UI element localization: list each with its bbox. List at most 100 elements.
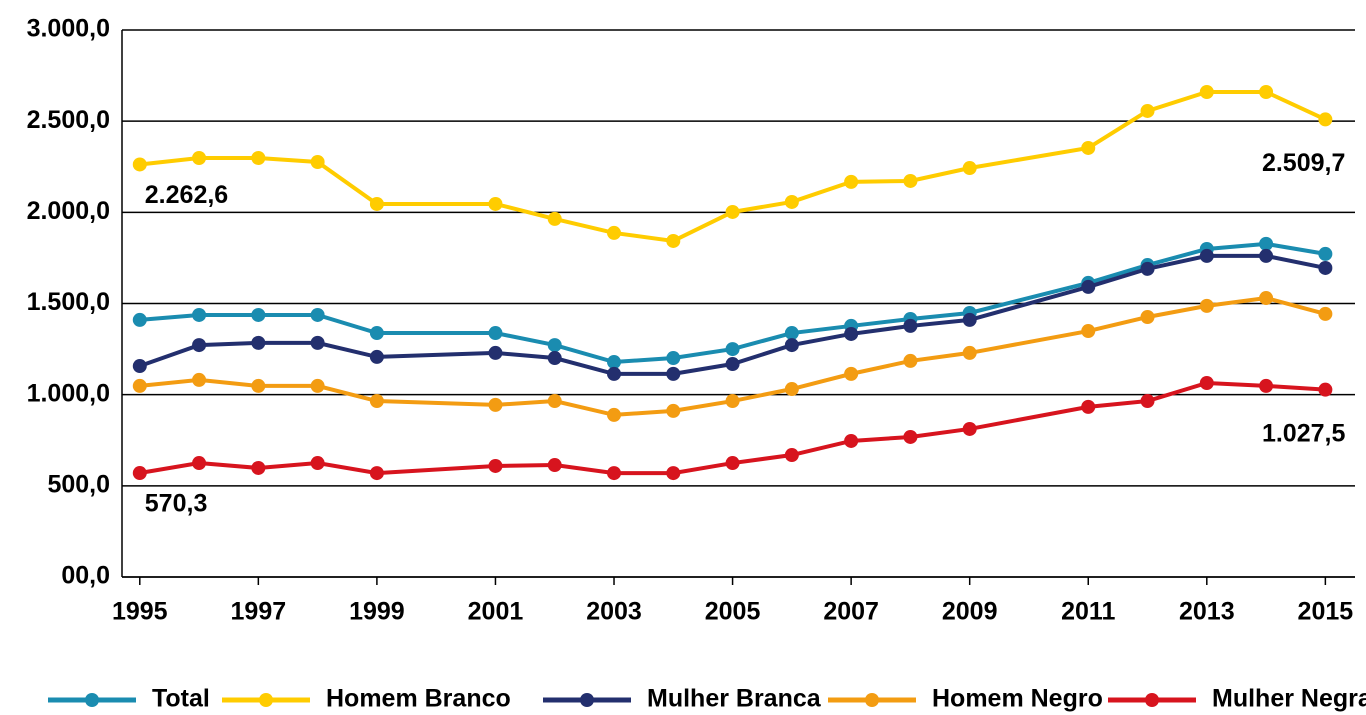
legend-marker [259, 693, 273, 707]
x-tick-label: 2001 [468, 598, 524, 626]
data-point [369, 349, 384, 364]
data-point [903, 429, 918, 444]
x-tick-label: 2003 [586, 598, 642, 626]
data-label: 570,3 [145, 490, 208, 518]
data-point [547, 211, 562, 226]
data-point [1318, 306, 1333, 321]
data-point [310, 155, 325, 170]
x-tick-label: 2013 [1179, 598, 1235, 626]
data-point [903, 173, 918, 188]
data-point [666, 403, 681, 418]
data-point [1199, 248, 1214, 263]
data-point [251, 150, 266, 165]
data-point [962, 161, 977, 176]
y-tick-label: 500,0 [47, 470, 110, 498]
data-point [1199, 84, 1214, 99]
data-point [1140, 103, 1155, 118]
data-point [962, 312, 977, 327]
data-point [725, 456, 740, 471]
data-point [132, 378, 147, 393]
data-point [547, 351, 562, 366]
data-point [1259, 248, 1274, 263]
data-point [369, 466, 384, 481]
legend-label: Mulher Negra [1212, 685, 1366, 713]
data-point [132, 359, 147, 374]
data-point [1318, 260, 1333, 275]
data-point [488, 196, 503, 211]
data-point [1199, 298, 1214, 313]
data-point [607, 466, 622, 481]
data-point [488, 326, 503, 341]
data-point [725, 342, 740, 357]
data-point [784, 338, 799, 353]
data-point [310, 335, 325, 350]
data-point [369, 196, 384, 211]
data-label: 2.262,6 [145, 181, 228, 209]
y-tick-label: 00,0 [61, 562, 110, 590]
data-point [488, 397, 503, 412]
x-tick-label: 1995 [112, 598, 168, 626]
data-point [903, 353, 918, 368]
data-point [251, 460, 266, 475]
data-point [132, 157, 147, 172]
x-tick-label: 2009 [942, 598, 998, 626]
data-point [547, 338, 562, 353]
data-point [192, 456, 207, 471]
legend-marker [85, 693, 99, 707]
data-point [666, 466, 681, 481]
data-point [607, 366, 622, 381]
x-tick-label: 2011 [1061, 598, 1115, 626]
x-tick-label: 1997 [231, 598, 287, 626]
data-point [251, 378, 266, 393]
data-point [251, 335, 266, 350]
data-point [1259, 378, 1274, 393]
data-point [607, 355, 622, 370]
data-point [844, 366, 859, 381]
data-point [607, 407, 622, 422]
data-point [369, 394, 384, 409]
data-point [1318, 382, 1333, 397]
x-tick-label: 2007 [823, 598, 879, 626]
legend-marker [1145, 693, 1159, 707]
legend-label: Homem Negro [932, 685, 1103, 713]
y-tick-label: 3.000,0 [27, 15, 110, 43]
data-point [1081, 324, 1096, 339]
data-point [251, 307, 266, 322]
data-point [844, 326, 859, 341]
data-point [1259, 291, 1274, 306]
data-point [725, 204, 740, 219]
data-point [962, 421, 977, 436]
y-tick-label: 2.500,0 [27, 106, 110, 134]
data-point [784, 382, 799, 397]
data-point [666, 366, 681, 381]
data-point [607, 225, 622, 240]
data-point [784, 326, 799, 341]
legend-label: Mulher Branca [647, 685, 822, 713]
data-point [547, 394, 562, 409]
data-point [1199, 375, 1214, 390]
data-point [725, 394, 740, 409]
data-point [192, 372, 207, 387]
data-point [310, 456, 325, 471]
data-label: 2.509,7 [1262, 149, 1345, 177]
y-tick-label: 1.000,0 [27, 379, 110, 407]
data-point [962, 345, 977, 360]
data-point [132, 466, 147, 481]
data-point [310, 378, 325, 393]
data-point [725, 357, 740, 372]
data-point [369, 326, 384, 341]
data-point [547, 458, 562, 473]
data-point [666, 233, 681, 248]
data-point [1081, 399, 1096, 414]
x-tick-label: 2015 [1298, 598, 1354, 626]
data-point [666, 351, 681, 366]
data-point [1259, 84, 1274, 99]
data-point [488, 345, 503, 360]
data-point [192, 150, 207, 165]
data-point [784, 448, 799, 463]
data-point [844, 433, 859, 448]
data-point [1318, 246, 1333, 261]
data-point [1140, 261, 1155, 276]
